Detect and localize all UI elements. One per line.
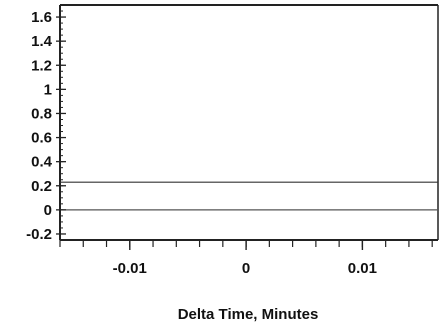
- y-tick-label: 0.6: [31, 130, 52, 147]
- y-tick-label: 1.6: [31, 9, 52, 26]
- y-tick-label: 1.4: [31, 33, 53, 50]
- plot-area: [60, 5, 438, 240]
- x-tick-label: -0.01: [113, 260, 147, 277]
- x-tick-label: 0: [242, 260, 250, 277]
- y-tick-label: 0: [44, 202, 52, 219]
- x-tick-label: 0.01: [348, 260, 377, 277]
- y-tick-label: 0.4: [31, 154, 53, 171]
- y-tick-label: 0.2: [31, 178, 52, 195]
- x-axis-title: Delta Time, Minutes: [178, 306, 319, 323]
- y-tick-label: 1.2: [31, 57, 52, 74]
- y-tick-label: 1: [44, 81, 52, 98]
- y-tick-label: -0.2: [26, 226, 52, 243]
- y-tick-label: 0.8: [31, 105, 52, 122]
